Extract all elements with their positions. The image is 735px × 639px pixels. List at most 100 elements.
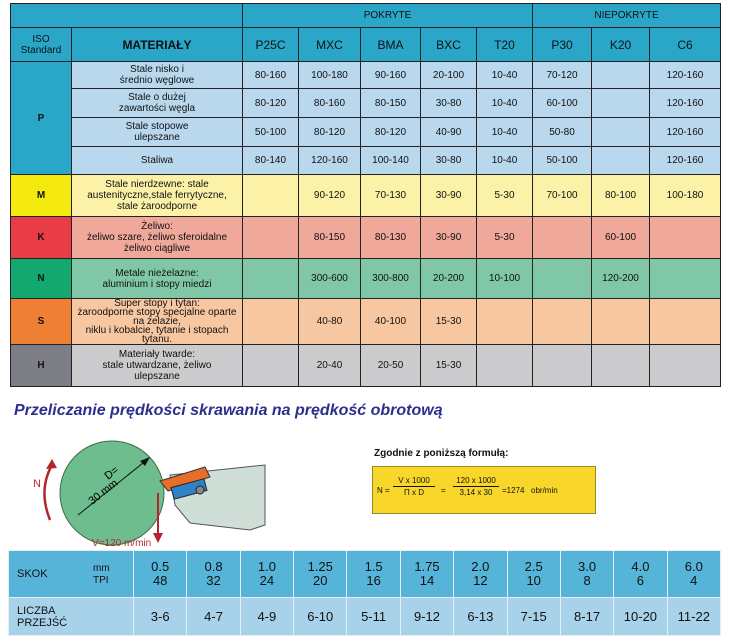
materials-header: MATERIAŁY bbox=[71, 27, 243, 62]
speed-cell bbox=[591, 88, 651, 118]
material-desc: Stale o dużej zawartości węgla bbox=[71, 88, 243, 118]
pitch-cell: 2.5 10 bbox=[506, 550, 561, 598]
speed-cell: 5-30 bbox=[475, 216, 534, 259]
speed-cell bbox=[532, 216, 593, 259]
grade-header: MXC bbox=[298, 27, 361, 62]
speed-cell: 70-100 bbox=[532, 174, 593, 217]
speed-cell: 80-100 bbox=[591, 174, 651, 217]
formula-unit: obr/min bbox=[531, 486, 558, 495]
speed-cell bbox=[649, 344, 722, 387]
speed-cell: 30-90 bbox=[420, 216, 477, 259]
speed-cell: 20-100 bbox=[420, 61, 477, 89]
passes-cell: 7-15 bbox=[506, 597, 561, 636]
passes-cell: 6-13 bbox=[453, 597, 508, 636]
speed-cell bbox=[532, 258, 593, 299]
speed-cell: 40-80 bbox=[298, 298, 361, 345]
speed-arrowhead-icon bbox=[153, 533, 163, 543]
speed-cell bbox=[591, 61, 651, 89]
material-desc: Stale nierdzewne: stale austenityczne,sta… bbox=[71, 174, 243, 217]
speed-cell: 20-200 bbox=[420, 258, 477, 299]
speed-cell bbox=[591, 117, 651, 147]
speed-cell: 80-120 bbox=[242, 88, 299, 118]
cutting-speed-table: POKRYTE NIEPOKRYTE ISO Standard MATERIAŁY… bbox=[10, 3, 722, 387]
speed-cell: 15-30 bbox=[420, 298, 477, 345]
thread-pitch-table: SKOK mm TPI 0.5 48 0.8 32 1.0 24 1.25 20 1.5 1… bbox=[8, 550, 722, 636]
pitch-cell: 0.5 48 bbox=[132, 550, 188, 598]
iso-code-s: S bbox=[10, 298, 72, 345]
speed-cell bbox=[242, 216, 299, 259]
speed-cell: 5-30 bbox=[475, 174, 534, 217]
grade-header: BXC bbox=[420, 27, 477, 62]
passes-cell: 4-7 bbox=[186, 597, 241, 636]
diameter-arrow-icon bbox=[140, 457, 150, 466]
speed-cell bbox=[475, 344, 534, 387]
speed-cell: 50-80 bbox=[532, 117, 593, 147]
speed-cell bbox=[242, 174, 299, 217]
passes-cell: 10-20 bbox=[613, 597, 668, 636]
speed-cell bbox=[591, 146, 651, 175]
speed-cell: 15-30 bbox=[420, 344, 477, 387]
speed-cell: 80-120 bbox=[298, 117, 361, 147]
speed-cell: 50-100 bbox=[242, 117, 299, 147]
grade-header: P30 bbox=[532, 27, 593, 62]
passes-cell: 8-17 bbox=[559, 597, 615, 636]
grade-header: K20 bbox=[591, 27, 651, 62]
speed-cell: 300-800 bbox=[360, 258, 421, 299]
clamp-screw bbox=[195, 485, 205, 495]
speed-cell: 100-180 bbox=[298, 61, 361, 89]
iso-code-k: K bbox=[10, 216, 72, 259]
speed-cell: 10-40 bbox=[475, 146, 534, 175]
speed-cell bbox=[532, 298, 593, 345]
iso-standard-header: ISO Standard bbox=[10, 27, 72, 62]
passes-cell: 6-10 bbox=[293, 597, 348, 636]
formula-fraction-numeric: 120 x 1000 3,14 x 30 bbox=[453, 476, 499, 497]
speed-cell: 300-600 bbox=[298, 258, 361, 299]
material-desc: Super stopy i tytan: żaroodporne stopy sp… bbox=[71, 298, 243, 345]
speed-cell bbox=[242, 298, 299, 345]
speed-cell: 30-80 bbox=[420, 88, 477, 118]
speed-cell: 80-140 bbox=[242, 146, 299, 175]
pitch-cell: 2.0 12 bbox=[453, 550, 508, 598]
pitch-cell: 0.8 32 bbox=[186, 550, 241, 598]
formula-label: Zgodnie z poniższą formułą: bbox=[374, 448, 509, 459]
formula-lhs: N = bbox=[377, 486, 390, 495]
iso-code-h: H bbox=[10, 344, 72, 387]
pitch-cell: 6.0 4 bbox=[666, 550, 722, 598]
speed-cell: 30-80 bbox=[420, 146, 477, 175]
material-desc: Materiały twarde: stale utwardzane, żeliw… bbox=[71, 344, 243, 387]
speed-cell: 120-160 bbox=[649, 117, 722, 147]
speed-cell bbox=[532, 344, 593, 387]
material-desc: Staliwa bbox=[71, 146, 243, 175]
passes-label: LICZBA PRZEJŚĆ bbox=[8, 597, 134, 636]
speed-cell: 40-90 bbox=[420, 117, 477, 147]
speed-cell: 120-160 bbox=[298, 146, 361, 175]
speed-cell: 40-100 bbox=[360, 298, 421, 345]
speed-cell: 60-100 bbox=[532, 88, 593, 118]
speed-cell bbox=[242, 344, 299, 387]
speed-cell bbox=[475, 298, 534, 345]
speed-cell bbox=[591, 344, 651, 387]
speed-cell: 70-120 bbox=[532, 61, 593, 89]
speed-cell: 50-100 bbox=[532, 146, 593, 175]
grade-header: P25C bbox=[242, 27, 299, 62]
speed-cell bbox=[591, 298, 651, 345]
speed-cell: 80-160 bbox=[242, 61, 299, 89]
speed-cell: 20-50 bbox=[360, 344, 421, 387]
rpm-label: N bbox=[33, 478, 41, 490]
speed-cell: 60-100 bbox=[591, 216, 651, 259]
iso-code-n: N bbox=[10, 258, 72, 299]
speed-cell: 120-200 bbox=[591, 258, 651, 299]
speed-cell: 20-40 bbox=[298, 344, 361, 387]
speed-cell: 80-150 bbox=[360, 88, 421, 118]
passes-cell: 4-9 bbox=[239, 597, 295, 636]
formula-result: =1274 bbox=[502, 486, 525, 495]
speed-cell: 100-180 bbox=[649, 174, 722, 217]
pitch-cell: 1.25 20 bbox=[293, 550, 348, 598]
speed-cell: 120-160 bbox=[649, 146, 722, 175]
passes-cell: 3-6 bbox=[132, 597, 188, 636]
pitch-cell: 4.0 6 bbox=[613, 550, 668, 598]
formula-box: N = V x 1000 Π x D = 120 x 1000 3,14 x 3… bbox=[372, 466, 596, 514]
turning-diagram: N D= 30 mm V=120 m/min bbox=[33, 440, 266, 549]
pitch-label-cell: SKOK mm TPI bbox=[8, 550, 134, 598]
speed-cell bbox=[242, 258, 299, 299]
